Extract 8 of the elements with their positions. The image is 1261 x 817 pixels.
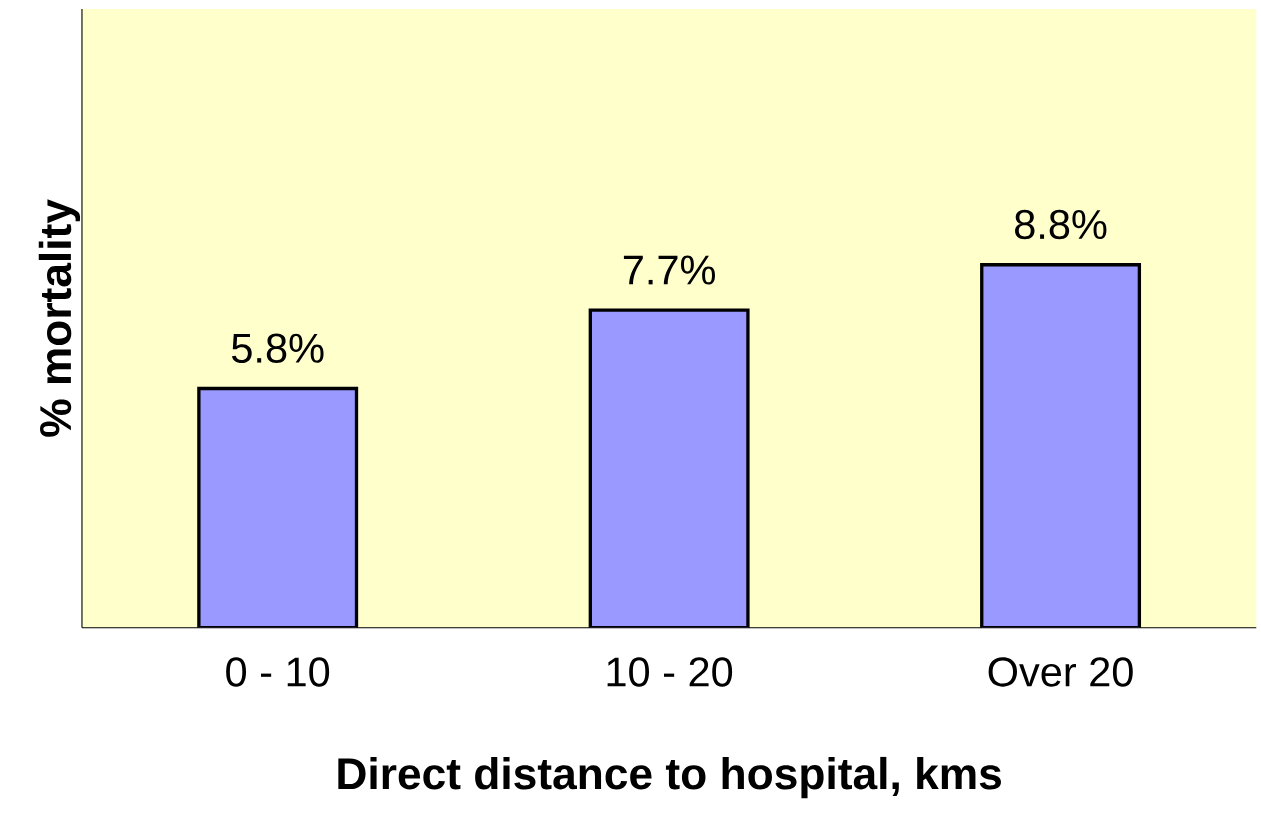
data-label: 8.8% (1015, 209, 1107, 240)
x-tick-label: 0 - 10 (226, 657, 330, 687)
x-tick-label: 10 - 20 (607, 657, 733, 687)
x-axis-title: Direct distance to hospital, kms (338, 756, 1001, 799)
x-tick-label: Over 20 (988, 657, 1133, 687)
y-axis-title: % mortality (38, 199, 81, 437)
data-label: 7.7% (623, 255, 715, 285)
data-label: 5.8% (231, 333, 324, 363)
